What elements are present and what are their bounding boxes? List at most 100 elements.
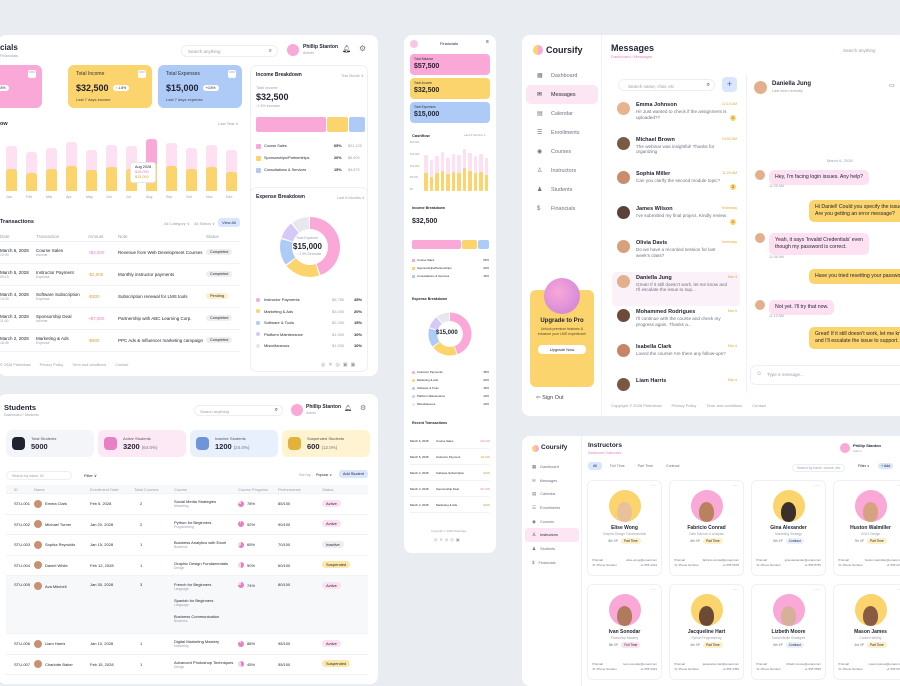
student-search-input[interactable]: Search by name, ID [6,471,72,480]
table-row[interactable]: March 3, 2028 11:00 Sponsorship Deal Income… [0,308,240,330]
conversation-item[interactable]: Olivia Davis Do we have a recorded sessio… [612,237,740,272]
view-all-button[interactable]: View All [218,218,240,227]
table-row[interactable]: March 6, 2028 10:00 Course Sales Income +$3,… [0,242,240,264]
sidebar-item-dashboard[interactable]: ▦ Dashboard [526,66,598,85]
top-search-input[interactable]: Search anything [843,48,876,53]
table-row[interactable]: March 4, 2028 14:30 Software Subscription E… [0,286,240,308]
sidebar-item-dashboard[interactable]: ▦ Dashboard [525,460,579,474]
table-row[interactable]: STU-003 Sophia Reynolds Jan 15, 2028 1 Busin… [6,535,368,556]
conversation-item[interactable]: Isabella Clark Loved the course! Are ther… [612,341,740,376]
more-icon[interactable]: ⋯ [733,483,738,489]
conversation-item[interactable]: Sophia Miller Can you clarify the second … [612,168,740,203]
footer-link[interactable]: Contact [752,403,767,408]
transaction-row[interactable]: March 2, 2028 Marketing & Ads -$900 [410,497,490,513]
conversation-search[interactable]: Search name, chat, etc ⌕ [618,79,715,91]
table-row[interactable]: STU-006 Liam Harris Jan 10, 2028 1 Digital M… [6,634,368,655]
more-icon[interactable]: ⋯ [651,587,656,593]
conversation-item[interactable]: Emma Johnson Hi! Just wanted to check if … [612,99,740,134]
tab-all[interactable]: All [588,462,602,470]
more-icon[interactable]: ⋯ [815,587,820,593]
search-input[interactable]: Search by name, course, etc [792,464,846,472]
conversation-item[interactable]: James Wilson I've submitted my final proj… [612,203,740,238]
video-call-icon[interactable]: ▭ [889,83,895,89]
table-row[interactable]: March 5, 2028 09:15 Instructor Payment Expe… [0,264,240,286]
sidebar-item-courses[interactable]: ◉ Courses [526,142,598,161]
footer-link[interactable]: Privacy Policy [39,363,64,367]
table-row[interactable]: March 2, 2028 16:45 Marketing & Ads Expense… [0,330,240,352]
new-chat-button[interactable]: + [722,77,737,92]
instructor-card[interactable]: ⋯ Huston Walmiller UI/UX Design 7th XP Part … [833,480,900,576]
bell-icon[interactable]: 🔔︎ [342,46,351,53]
sort-select[interactable]: Popular ∨ [316,473,333,477]
gear-icon[interactable]: ⚙ [360,405,367,412]
sidebar-item-messages[interactable]: ✉ Messages [526,85,598,104]
sidebar-item-instructors[interactable]: ♙ Instructors [526,161,598,180]
instructor-card[interactable]: ⋯ Fabricio Conrad Data Science & Analysis 6… [669,480,744,576]
menu-icon[interactable]: ≡ [486,39,489,45]
sidebar-item-calendar[interactable]: ▤ Calendar [525,487,579,501]
table-row[interactable]: STU-001 Emma Clark Feb 5, 2028 2 Social Medi… [6,494,368,515]
avatar[interactable] [840,443,850,453]
filter-button[interactable]: Filter ∨ [858,464,870,468]
more-icon[interactable]: ⋯ [138,70,146,78]
sidebar-item-enrollments[interactable]: ☰ Enrollments [526,123,598,142]
footer-link[interactable]: Contact [115,363,129,367]
table-row[interactable]: STU-005 Ava Mitchell Jan 30, 2028 3 French f… [6,576,368,634]
sign-out-button[interactable]: ⇦ Sign Out [536,395,564,401]
transaction-row[interactable]: March 5, 2028 Instructor Payment -$2,000 [410,449,490,465]
add-instructor-button[interactable]: + Add [878,463,894,469]
filter-button[interactable]: Filter ∨ [84,473,97,478]
sidebar-item-instructors[interactable]: ♙ Instructors [525,528,579,543]
cashflow-filter[interactable]: Last Year ∨ [218,121,239,126]
sidebar-item-courses[interactable]: ◉ Courses [525,515,579,529]
avatar[interactable] [291,404,303,416]
more-icon[interactable]: ⋯ [228,70,236,78]
avatar[interactable] [287,44,299,56]
instructor-card[interactable]: ⋯ Jacqueline Hart Python Programming 4th XP… [669,584,744,680]
sidebar-item-students[interactable]: ♟ Students [526,180,598,199]
bell-icon[interactable]: 🔔︎ [344,406,352,412]
sidebar-item-calendar[interactable]: ▤ Calendar [526,104,598,123]
sidebar-item-financials[interactable]: $ Financials [525,556,579,570]
gear-icon[interactable]: ⚙ [359,44,367,53]
sidebar-item-enrollments[interactable]: ☰ Enrollments [525,501,579,515]
table-row[interactable]: STU-002 Michael Turner Jan 20, 2028 2 Python… [6,515,368,535]
more-icon[interactable]: ⋯ [897,587,900,593]
upgrade-button[interactable]: Upgrade Now [538,345,586,354]
transaction-row[interactable]: March 6, 2028 Course Sales +$3,000 [410,433,490,449]
transaction-row[interactable]: March 3, 2028 Sponsorship Deal +$7,000 [410,481,490,497]
more-icon[interactable]: ⋯ [897,483,900,489]
conversation-item[interactable]: Liam Harris Mar 4 [612,375,740,410]
conversation-item[interactable]: Daniella Jung Great! If it still doesn't … [612,271,740,306]
more-icon[interactable]: ⋯ [733,587,738,593]
more-icon[interactable]: ⋯ [28,70,36,78]
conversation-item[interactable]: Michael Brown The webinar was insightful!… [612,134,740,169]
instructor-card[interactable]: ⋯ Mason James Content Writing 3rd XP Part Ti… [833,584,900,680]
instructor-card[interactable]: ⋯ Ivan Sonodar Photoshop Mastery 5th XP Full… [587,584,662,680]
tab-contract[interactable]: Contract [665,464,680,468]
instructor-card[interactable]: ⋯ Lizbeth Moore Social Media Strategies 6th… [751,584,826,680]
emoji-icon[interactable]: ☺ [756,371,763,377]
footer-link[interactable]: Term and conditions [706,403,743,408]
footer-link[interactable]: Privacy Policy [671,403,697,408]
instructor-card[interactable]: ⋯ Gina Alexander Marketing Strategy 5th XP C… [751,480,826,576]
more-icon[interactable]: ⋯ [651,483,656,489]
sidebar-item-financials[interactable]: $ Financials [526,199,598,218]
message-input[interactable]: Type a message... ☺ [750,365,900,385]
category-filter[interactable]: All Category ∨ [164,221,190,226]
sidebar-item-messages[interactable]: ✉ Messages [525,474,579,488]
sidebar-item-students[interactable]: ♟ Students [525,542,579,556]
social-icons[interactable]: ◎✕◎▣▣ [321,362,359,368]
tab-part-time[interactable]: Part Time [637,464,653,468]
footer-link[interactable]: Term and conditions [72,363,107,367]
search-input[interactable]: Search anything ⌕ [194,405,283,416]
social-icons[interactable]: ◎✕◎◎▣ [434,537,462,542]
table-row[interactable]: STU-007 Charlotte Baker Feb 15, 2028 1 Advan… [6,655,368,675]
instructor-card[interactable]: ⋯ Elise Wong Graphic Design Fundamentals 8t… [587,480,662,576]
transaction-row[interactable]: March 4, 2028 Software Subscription -$300 [410,465,490,481]
table-row[interactable]: STU-004 Daniel White Feb 12, 2028 1 Graphic … [6,556,368,576]
status-filter[interactable]: All Status ∨ [194,221,215,226]
conversation-item[interactable]: Mohammed Rodrigues I'll continue with the… [612,306,740,341]
search-input[interactable]: Search anything ⌕ [181,45,278,57]
add-student-button[interactable]: Add Student [339,470,368,478]
